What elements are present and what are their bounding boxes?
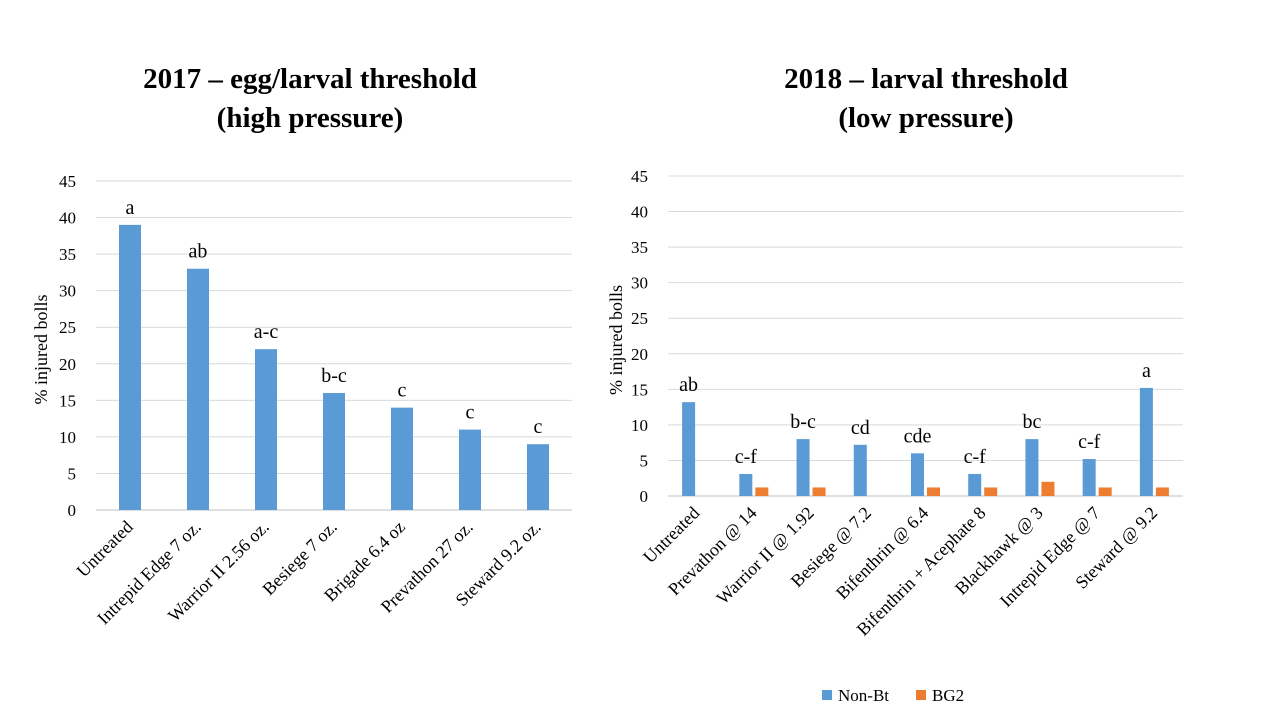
right-ytick-label: 35 — [631, 238, 648, 257]
right-ytick-label: 15 — [631, 380, 648, 399]
left-category-label-0: Untreated — [73, 517, 137, 581]
left-annotation-5: c — [466, 402, 475, 424]
legend-swatch-bg2 — [916, 690, 926, 701]
right-chart-title: 2018 – larval threshold (low pressure) — [676, 60, 1176, 138]
right-bar-bg2-7 — [1098, 487, 1112, 496]
right-ytick-label: 25 — [631, 309, 648, 328]
right-title-line1: 2018 – larval threshold — [784, 63, 1068, 95]
left-annotation-0: a — [126, 197, 135, 219]
left-annotation-2: a-c — [254, 321, 279, 343]
right-ytick-label: 30 — [631, 274, 648, 293]
right-bar-non-bt-1 — [739, 473, 753, 496]
legend-label-bg2: BG2 — [932, 686, 965, 705]
left-annotation-3: b-c — [321, 365, 347, 387]
left-bar-series-4 — [391, 407, 413, 510]
right-bar-bg2-6 — [1041, 481, 1055, 496]
legend-item-non-bt: Non-Bt — [822, 686, 889, 706]
right-title-line2: (low pressure) — [838, 102, 1014, 134]
left-bar-series-3 — [323, 393, 345, 510]
right-bar-bg2-2 — [812, 487, 826, 496]
right-bar-non-bt-6 — [1025, 439, 1039, 496]
left-bar-series-6 — [527, 444, 549, 510]
left-ytick-label: 15 — [59, 391, 76, 410]
right-ytick-label: 5 — [640, 451, 649, 470]
right-bar-non-bt-3 — [853, 444, 867, 496]
right-annotation-3: cd — [851, 417, 870, 439]
left-bar-series-2 — [255, 349, 277, 510]
left-ytick-label: 10 — [59, 428, 76, 447]
right-annotation-8: a — [1142, 360, 1151, 382]
right-bar-bg2-5 — [984, 487, 998, 496]
right-y-axis-label: % injured bolls — [606, 285, 626, 395]
left-y-axis-label: % injured bolls — [31, 295, 51, 405]
left-bar-series-1 — [187, 268, 209, 510]
left-ytick-label: 5 — [68, 464, 77, 483]
left-bar-series-0 — [119, 224, 141, 510]
left-ytick-label: 35 — [59, 245, 76, 264]
left-ytick-label: 0 — [68, 501, 77, 520]
right-annotation-2: b-c — [790, 411, 816, 433]
right-annotation-1: c-f — [735, 446, 758, 468]
right-bar-non-bt-5 — [968, 473, 982, 496]
left-bar-series-5 — [459, 429, 481, 510]
left-ytick-label: 45 — [59, 172, 76, 191]
right-annotation-4: cde — [904, 425, 932, 447]
right-bar-bg2-8 — [1155, 487, 1169, 496]
right-bar-bg2-1 — [755, 487, 769, 496]
right-bar-non-bt-2 — [796, 439, 810, 496]
right-bar-non-bt-0 — [682, 402, 696, 496]
right-bar-bg2-4 — [927, 487, 940, 496]
right-bar-non-bt-4 — [911, 453, 924, 496]
right-annotation-5: c-f — [964, 446, 987, 468]
right-bar-non-bt-7 — [1082, 459, 1096, 496]
right-annotation-0: ab — [679, 374, 698, 396]
left-ytick-label: 30 — [59, 282, 76, 301]
right-ytick-label: 0 — [640, 487, 649, 506]
right-annotation-7: c-f — [1078, 431, 1101, 453]
legend-item-bg2: BG2 — [916, 686, 964, 706]
left-title-line1: 2017 – egg/larval threshold — [143, 63, 477, 95]
left-ytick-label: 25 — [59, 318, 76, 337]
right-category-label-7: Intrepid Edge @ 7 — [996, 503, 1104, 611]
left-annotation-4: c — [398, 380, 407, 402]
right-category-label-2: Warrior II @ 1.92 — [712, 503, 817, 608]
left-annotation-1: ab — [189, 241, 208, 263]
left-title-line2: (high pressure) — [216, 102, 404, 134]
left-chart-title: 2017 – egg/larval threshold (high pressu… — [60, 60, 560, 138]
right-ytick-label: 45 — [631, 167, 648, 186]
legend: Non-Bt BG2 — [0, 686, 1280, 710]
right-annotation-6: bc — [1022, 411, 1041, 433]
right-ytick-label: 40 — [631, 203, 648, 222]
right-ytick-label: 10 — [631, 416, 648, 435]
legend-swatch-non-bt — [822, 690, 832, 701]
legend-label-non-bt: Non-Bt — [838, 686, 889, 705]
left-annotation-6: c — [534, 416, 543, 438]
right-bar-non-bt-8 — [1139, 387, 1153, 496]
left-ytick-label: 40 — [59, 209, 76, 228]
right-ytick-label: 20 — [631, 345, 648, 364]
left-ytick-label: 20 — [59, 355, 76, 374]
